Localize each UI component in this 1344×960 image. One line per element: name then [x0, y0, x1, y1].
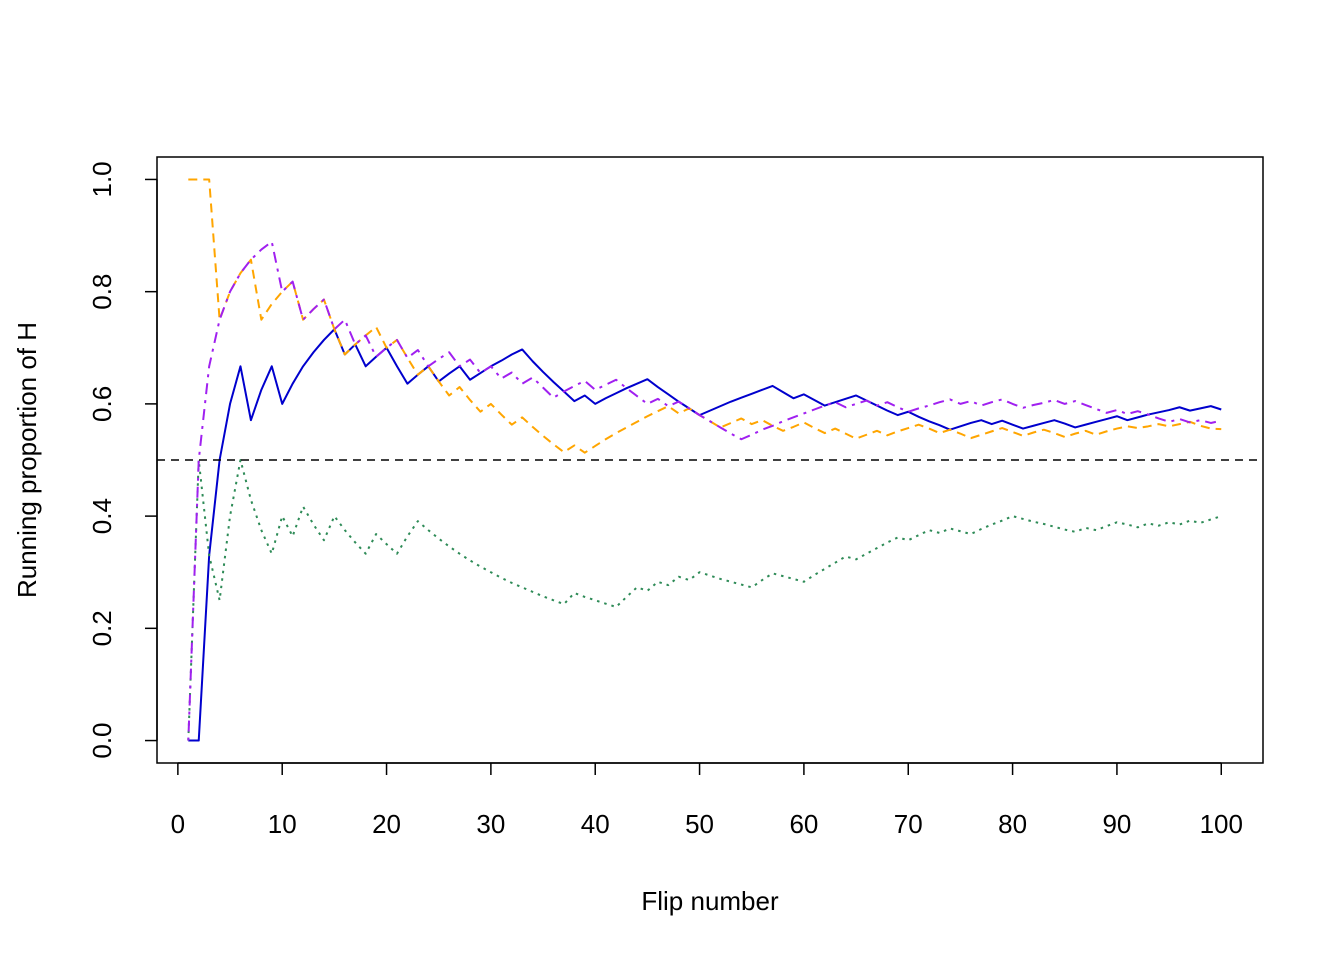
x-tick-label: 20: [372, 809, 401, 839]
series-line-4: [187, 240, 1222, 741]
series-line-1: [188, 328, 1222, 742]
y-tick-label: 0.4: [87, 498, 117, 534]
x-tick-label: 40: [581, 809, 610, 839]
x-tick-label: 50: [685, 809, 714, 839]
y-tick-label: 0.0: [87, 722, 117, 758]
x-axis: 0 10 20 30 40 50 60 70 80 90 100: [171, 762, 1243, 839]
y-tick-label: 0.2: [87, 610, 117, 646]
y-axis-title: Running proportion of H: [12, 322, 42, 598]
x-tick-label: 90: [1102, 809, 1131, 839]
y-tick-label: 0.8: [87, 274, 117, 310]
series-line-2: [188, 178, 1222, 454]
x-tick-label: 0: [171, 809, 185, 839]
y-tick-label: 0.6: [87, 386, 117, 422]
y-axis: 0.0 0.2 0.4 0.6 0.8 1.0: [87, 161, 158, 759]
x-tick-label: 80: [998, 809, 1027, 839]
y-tick-label: 1.0: [87, 161, 117, 197]
x-axis-title: Flip number: [641, 886, 779, 916]
series-layer: [187, 178, 1222, 742]
series-line-3: [187, 459, 1222, 741]
x-tick-label: 100: [1200, 809, 1243, 839]
x-tick-label: 70: [894, 809, 923, 839]
x-tick-label: 60: [789, 809, 818, 839]
x-tick-label: 10: [268, 809, 297, 839]
x-tick-label: 30: [476, 809, 505, 839]
